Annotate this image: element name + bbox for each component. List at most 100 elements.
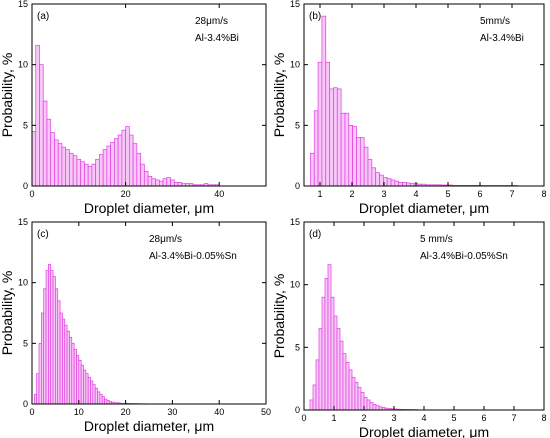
y-tick-label: 10	[290, 60, 300, 70]
x-tick-label: 4	[413, 189, 418, 199]
bar	[351, 377, 356, 411]
x-tick-label: 5	[451, 413, 456, 423]
annotation-line: 28μm/s	[149, 234, 182, 245]
x-axis-label: Droplet diameter, μm	[84, 418, 214, 434]
y-tick-label: 15	[18, 0, 28, 9]
bar	[94, 387, 98, 405]
bar	[59, 312, 63, 405]
bar	[84, 163, 89, 187]
bar	[356, 137, 361, 187]
bar	[390, 179, 396, 187]
bar	[43, 288, 47, 405]
bar	[359, 137, 365, 187]
x-tick-label: 3	[391, 413, 396, 423]
x-tick-label: 7	[511, 413, 516, 423]
y-axis-label: Probability, %	[0, 271, 15, 356]
bar	[140, 163, 145, 187]
bar	[50, 270, 54, 405]
bar	[121, 129, 126, 187]
panel-label: (b)	[309, 11, 321, 22]
panel-label: (c)	[37, 229, 49, 240]
bar	[106, 400, 110, 405]
annotation-line: 5 mm/s	[420, 234, 453, 245]
y-axis-label: Probability, %	[271, 53, 287, 138]
bar	[173, 182, 179, 187]
panel-label: (d)	[309, 229, 321, 240]
bar	[371, 167, 377, 187]
bar	[158, 180, 164, 187]
bar	[357, 387, 362, 411]
bar	[50, 132, 55, 187]
y-tick-label: 5	[23, 120, 28, 130]
bar	[166, 177, 171, 187]
x-tick-label: 3	[381, 189, 386, 199]
bar	[402, 182, 407, 187]
bar	[33, 393, 38, 405]
bar	[99, 154, 104, 187]
x-tick-label: 1	[317, 189, 322, 199]
histogram-bars	[31, 44, 220, 187]
bar	[143, 171, 149, 187]
bar	[69, 152, 74, 187]
bar	[336, 88, 342, 187]
histogram-bars	[309, 264, 419, 411]
bar	[398, 182, 403, 187]
bar	[132, 143, 138, 187]
plot-frame	[31, 3, 267, 187]
panel-1: 1 2 3 4 5 6 7 8 0 5 10 15 Droplet diameter, μm Probab…	[271, 0, 547, 216]
bar	[366, 399, 371, 411]
bar	[327, 264, 332, 411]
bar	[312, 384, 317, 411]
bar	[35, 44, 40, 187]
bar	[65, 149, 70, 187]
x-axis-label: Droplet diameter, μm	[359, 200, 489, 216]
bar	[114, 138, 119, 187]
bar	[313, 110, 319, 187]
bar	[46, 118, 52, 187]
bar	[310, 152, 315, 187]
annotation-line: 28μm/s	[195, 16, 228, 27]
x-tick-label: 1	[331, 413, 336, 423]
panel-2: 0 10 20 30 40 50 0 5 10 15 Droplet diameter, μm Pro…	[0, 217, 271, 434]
bar	[339, 340, 344, 411]
bar	[69, 336, 73, 405]
bar	[336, 328, 341, 411]
y-tick-label: 0	[295, 181, 300, 191]
bar	[36, 373, 40, 405]
bar	[333, 87, 338, 187]
bar	[83, 369, 87, 405]
y-tick-label: 10	[18, 278, 28, 288]
bar	[85, 373, 89, 405]
x-tick-label: 50	[261, 407, 271, 417]
y-tick-label: 0	[23, 399, 28, 409]
bar	[102, 149, 108, 187]
bar	[367, 158, 373, 187]
annotation-line: Al-3.4%Bi	[480, 33, 524, 44]
x-tick-label: 6	[477, 189, 482, 199]
bar	[321, 296, 326, 411]
bar	[136, 152, 141, 187]
bar	[39, 64, 44, 187]
histogram-bars	[33, 264, 148, 405]
bar	[321, 15, 327, 187]
bar	[372, 404, 377, 411]
bar	[317, 61, 323, 187]
bar	[318, 328, 323, 411]
x-tick-label: 5	[445, 189, 450, 199]
bar	[348, 369, 353, 411]
x-tick-label: 2	[361, 413, 366, 423]
plot-frame	[303, 3, 545, 187]
x-tick-label: 40	[214, 189, 224, 199]
x-tick-label: 0	[29, 189, 34, 199]
y-tick-label: 10	[18, 60, 28, 70]
bar	[45, 270, 49, 405]
bar	[147, 175, 153, 187]
bar	[78, 359, 82, 405]
bar	[379, 174, 384, 187]
bar	[92, 384, 96, 405]
panel-3: 0 1 2 3 4 5 6 7 8 0 5 10 15 Droplet diameter, μm Proba…	[271, 217, 547, 438]
bar	[42, 100, 48, 187]
x-tick-label: 8	[541, 413, 546, 423]
bar	[330, 296, 335, 411]
y-tick-label: 15	[290, 0, 300, 9]
